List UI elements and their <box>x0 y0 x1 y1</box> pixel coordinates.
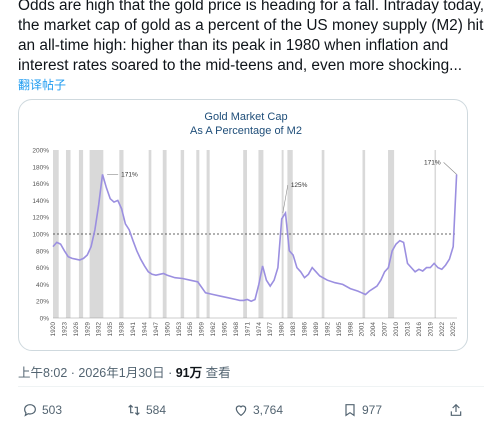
x-tick-label: 2013 <box>404 322 411 337</box>
x-tick-label: 1998 <box>347 322 354 337</box>
timestamp[interactable]: 上午8:02 · 2026年1月30日 · <box>18 366 176 380</box>
bookmark-button[interactable]: 977 <box>342 398 382 422</box>
recession-band <box>362 150 366 318</box>
recession-band <box>53 150 59 318</box>
x-tick-label: 1980 <box>279 322 286 337</box>
repost-icon <box>128 404 140 416</box>
recession-band <box>65 150 71 318</box>
post-text: Odds are high that the gold price is hea… <box>18 0 489 74</box>
views-label: 查看 <box>202 366 231 380</box>
x-tick-label: 2019 <box>427 322 434 337</box>
y-tick-label: 180% <box>32 164 49 171</box>
y-tick-label: 160% <box>32 181 49 188</box>
gold-m2-chart: Gold Market Cap As A Percentage of M2 0%… <box>32 111 458 337</box>
share-icon <box>450 403 462 416</box>
x-tick-label: 2010 <box>393 322 400 337</box>
repost-button[interactable]: 584 <box>126 398 166 422</box>
x-tick-label: 1950 <box>164 322 171 337</box>
like-count: 3,764 <box>253 403 284 417</box>
annotation-label: 125% <box>291 182 308 189</box>
bookmark-count: 977 <box>362 403 383 417</box>
x-tick-label: 1920 <box>50 322 57 337</box>
x-tick-label: 1989 <box>313 322 320 337</box>
post-meta: 上午8:02 · 2026年1月30日 · 91万 查看 <box>18 362 231 381</box>
x-tick-label: 1932 <box>96 322 103 337</box>
y-tick-label: 140% <box>32 198 49 205</box>
share-button[interactable] <box>448 398 468 422</box>
y-tick-label: 80% <box>36 248 49 255</box>
x-tick-label: 1959 <box>199 322 206 337</box>
y-tick-label: 40% <box>36 282 49 289</box>
reply-button[interactable]: 503 <box>22 398 62 422</box>
y-tick-label: 20% <box>36 299 49 306</box>
x-tick-label: 1986 <box>302 322 309 337</box>
annotation-leader <box>443 162 457 175</box>
y-tick-label: 0% <box>40 316 50 323</box>
y-tick-label: 200% <box>32 148 49 155</box>
series-line <box>52 174 458 303</box>
chart-title-line1: Gold Market Cap <box>204 111 287 123</box>
repost-count: 584 <box>146 403 167 417</box>
annotation-leader <box>282 184 289 214</box>
reply-count: 503 <box>42 403 63 417</box>
x-tick-label: 1929 <box>84 322 91 337</box>
x-tick-label: 1971 <box>244 322 251 337</box>
action-bar: 503 584 3,764 977 <box>18 398 478 422</box>
x-tick-label: 2007 <box>382 322 389 337</box>
x-tick-label: 1968 <box>233 322 240 337</box>
x-tick-label: 1935 <box>107 322 114 337</box>
recession-band <box>258 150 264 318</box>
recession-band <box>206 150 210 318</box>
recession-band <box>321 150 325 318</box>
x-tick-label: 1962 <box>210 322 217 337</box>
y-tick-label: 60% <box>36 265 49 272</box>
x-tick-label: 2001 <box>359 322 366 337</box>
recession-band <box>434 150 437 318</box>
x-tick-label: 2022 <box>439 322 446 337</box>
y-tick-label: 100% <box>32 232 49 239</box>
x-tick-label: 1944 <box>141 322 148 337</box>
divider <box>18 386 484 387</box>
x-tick-label: 1992 <box>324 322 331 337</box>
x-tick-label: 2025 <box>450 322 457 337</box>
x-tick-label: 1926 <box>73 322 80 337</box>
x-tick-label: 1956 <box>187 322 194 337</box>
bookmark-icon <box>345 404 355 417</box>
recession-band <box>162 150 167 318</box>
x-tick-label: 1983 <box>290 322 297 337</box>
x-tick-label: 1941 <box>130 322 137 337</box>
x-tick-label: 1974 <box>256 322 263 337</box>
x-tick-label: 1947 <box>153 322 160 337</box>
x-tick-label: 2016 <box>416 322 423 337</box>
x-tick-label: 1995 <box>336 322 343 337</box>
x-tick-label: 1923 <box>61 322 68 337</box>
y-tick-label: 120% <box>32 215 49 222</box>
annotation-label: 171% <box>121 171 138 178</box>
like-icon <box>235 405 247 417</box>
recession-band <box>388 150 395 318</box>
post-chart-image[interactable]: Gold Market Cap As A Percentage of M2 0%… <box>18 99 468 351</box>
x-tick-label: 1965 <box>222 322 229 337</box>
translate-post-link[interactable]: 翻译帖子 <box>18 78 67 92</box>
views-count: 91万 <box>175 366 203 380</box>
annotation-label: 171% <box>424 159 441 166</box>
reply-icon <box>24 404 36 417</box>
chart-title-line2: As A Percentage of M2 <box>190 125 302 137</box>
x-tick-label: 1938 <box>119 322 126 337</box>
x-tick-label: 1977 <box>267 322 274 337</box>
x-tick-label: 1953 <box>176 322 183 337</box>
like-button[interactable]: 3,764 <box>233 398 283 422</box>
x-tick-label: 2004 <box>370 322 377 337</box>
